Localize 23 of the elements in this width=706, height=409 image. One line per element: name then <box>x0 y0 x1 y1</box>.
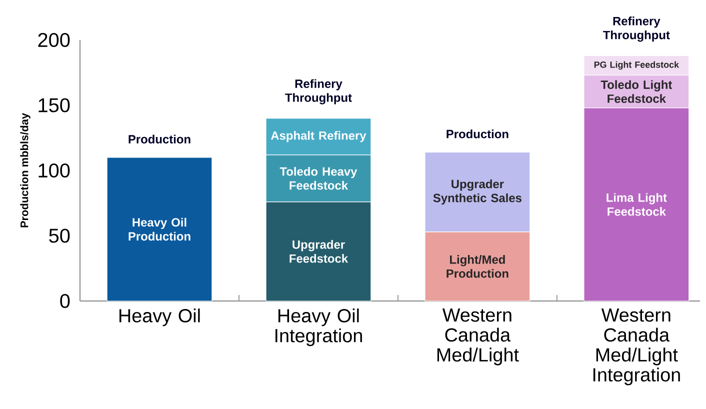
y-tick-label: 100 <box>38 163 70 178</box>
series-label: Heavy Oil Production <box>128 218 190 241</box>
y-tick-label: 200 <box>38 32 70 48</box>
series-label: Upgrader Synthetic Sales <box>433 179 522 205</box>
y-tick-label: 50 <box>49 228 70 243</box>
series-label: Lima Light Feedstock <box>606 193 667 216</box>
series-label: Light/Med Production <box>446 255 508 278</box>
series-label: PG Light Feedstock <box>594 61 680 70</box>
series-label: Asphalt Refinery <box>270 131 366 142</box>
series-label: Toledo Heavy Feedstock <box>280 166 358 190</box>
annotation: Refinery Throughput <box>285 79 352 104</box>
x-tick-label: Western Canada Med/Light Integration <box>593 308 680 386</box>
y-axis-title: Production mbbls/day <box>20 113 30 228</box>
annotation: Refinery Throughput <box>603 16 670 42</box>
annotation: Production <box>128 134 190 144</box>
annotation: Production <box>446 129 508 138</box>
x-tick-label: Western Canada Med/Light <box>437 308 519 366</box>
x-tick-label: Heavy Oil <box>119 308 200 326</box>
series-label: Upgrader Feedstock <box>290 240 348 263</box>
y-tick-label: 0 <box>60 294 70 308</box>
series-label: Toledo Light Feedstock <box>600 80 672 103</box>
y-tick-label: 150 <box>38 98 70 112</box>
x-tick-label: Heavy Oil Integration <box>275 308 362 346</box>
